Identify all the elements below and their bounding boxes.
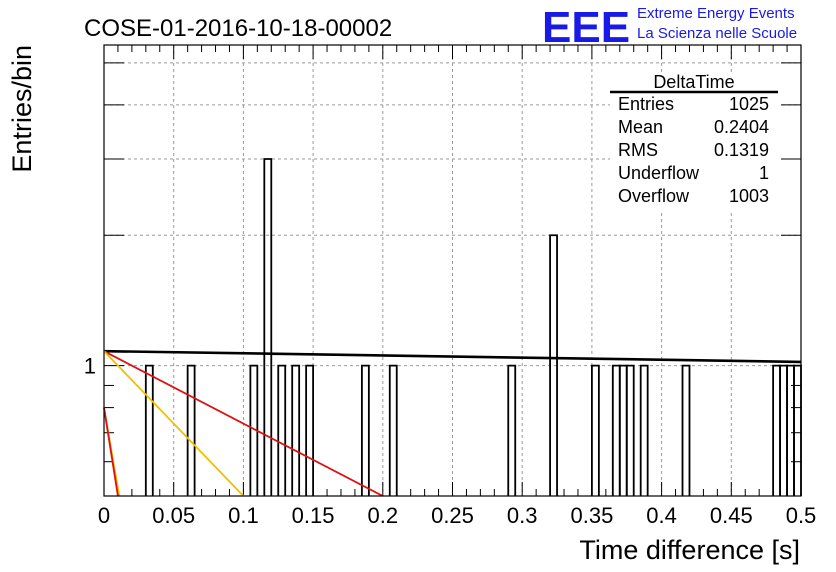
histogram-bar — [507, 364, 517, 496]
histogram-bar — [291, 364, 301, 496]
stats-label: Entries — [618, 94, 674, 114]
histogram-bar — [263, 158, 273, 496]
stats-rows: Entries 1025 Mean 0.2404 RMS 0.1319 Underflow 1… — [618, 94, 769, 206]
x-tick-label: 0.5 — [786, 503, 817, 528]
x-tick-label: 0.1 — [228, 503, 259, 528]
histogram-bar — [360, 364, 370, 496]
histogram-bar — [144, 364, 154, 496]
histogram-bar — [186, 364, 196, 496]
histogram-bar — [611, 364, 621, 496]
stats-box-title: DeltaTime — [653, 72, 734, 92]
stats-label: Overflow — [618, 186, 690, 206]
x-axis-title: Time difference [s] — [579, 535, 800, 565]
stats-box-background — [610, 72, 780, 210]
x-tick-label: 0.25 — [431, 503, 474, 528]
fit-line — [103, 349, 802, 364]
histogram-bar — [772, 364, 781, 496]
fit-line — [103, 350, 245, 497]
x-tick-label: 0.15 — [292, 503, 335, 528]
stats-box: DeltaTime Entries 1025 Mean 0.2404 RMS 0.1319… — [610, 72, 780, 210]
histogram-bar — [305, 364, 314, 496]
stats-value: 1 — [759, 163, 769, 183]
histogram-bar — [591, 364, 600, 496]
histogram-bar — [625, 364, 635, 496]
histogram-bars — [144, 158, 802, 496]
histogram-bar — [618, 364, 628, 496]
eee-logo-line2: La Scienza nelle Scuole — [637, 25, 797, 42]
grid — [104, 45, 801, 496]
stats-label: RMS — [618, 140, 658, 160]
y-tick-labels: 1 — [84, 354, 96, 379]
x-tick-label: 0.45 — [710, 503, 753, 528]
stats-label: Mean — [618, 117, 663, 137]
x-tick-labels: 0 0.05 0.1 0.15 0.2 0.25 0.3 0.35 0.4 0.45 0.5 — [98, 503, 816, 528]
stats-value: 0.2404 — [714, 117, 769, 137]
x-tick-label: 0.2 — [368, 503, 399, 528]
stats-value: 1025 — [729, 94, 769, 114]
x-tick-label: 0.05 — [152, 503, 195, 528]
histogram-bar — [779, 364, 788, 496]
stats-value: 1003 — [729, 186, 769, 206]
eee-logo: EEE Extreme Energy Events La Scienza nel… — [542, 3, 797, 52]
histogram-bar — [681, 364, 691, 496]
x-tick-label: 0 — [98, 503, 110, 528]
histogram-bar — [388, 364, 398, 496]
x-tick-label: 0.3 — [507, 503, 538, 528]
fit-line — [103, 407, 119, 497]
histogram-bar — [549, 234, 558, 496]
stats-label: Underflow — [618, 163, 700, 183]
y-tick-label: 1 — [84, 354, 96, 379]
x-tick-label: 0.35 — [570, 503, 613, 528]
histogram-bar — [277, 364, 287, 496]
fit-lines — [103, 349, 802, 497]
chart-title: COSE-01-2016-10-18-00002 — [84, 15, 392, 42]
stats-value: 0.1319 — [714, 140, 769, 160]
fit-line — [103, 350, 384, 497]
y-axis-title: Entries/bin — [7, 45, 37, 173]
eee-logo-mark: EEE — [542, 3, 630, 52]
plot-frame — [103, 44, 802, 497]
histogram-bar — [639, 364, 649, 496]
eee-logo-line1: Extreme Energy Events — [637, 5, 795, 22]
x-tick-label: 0.4 — [646, 503, 677, 528]
